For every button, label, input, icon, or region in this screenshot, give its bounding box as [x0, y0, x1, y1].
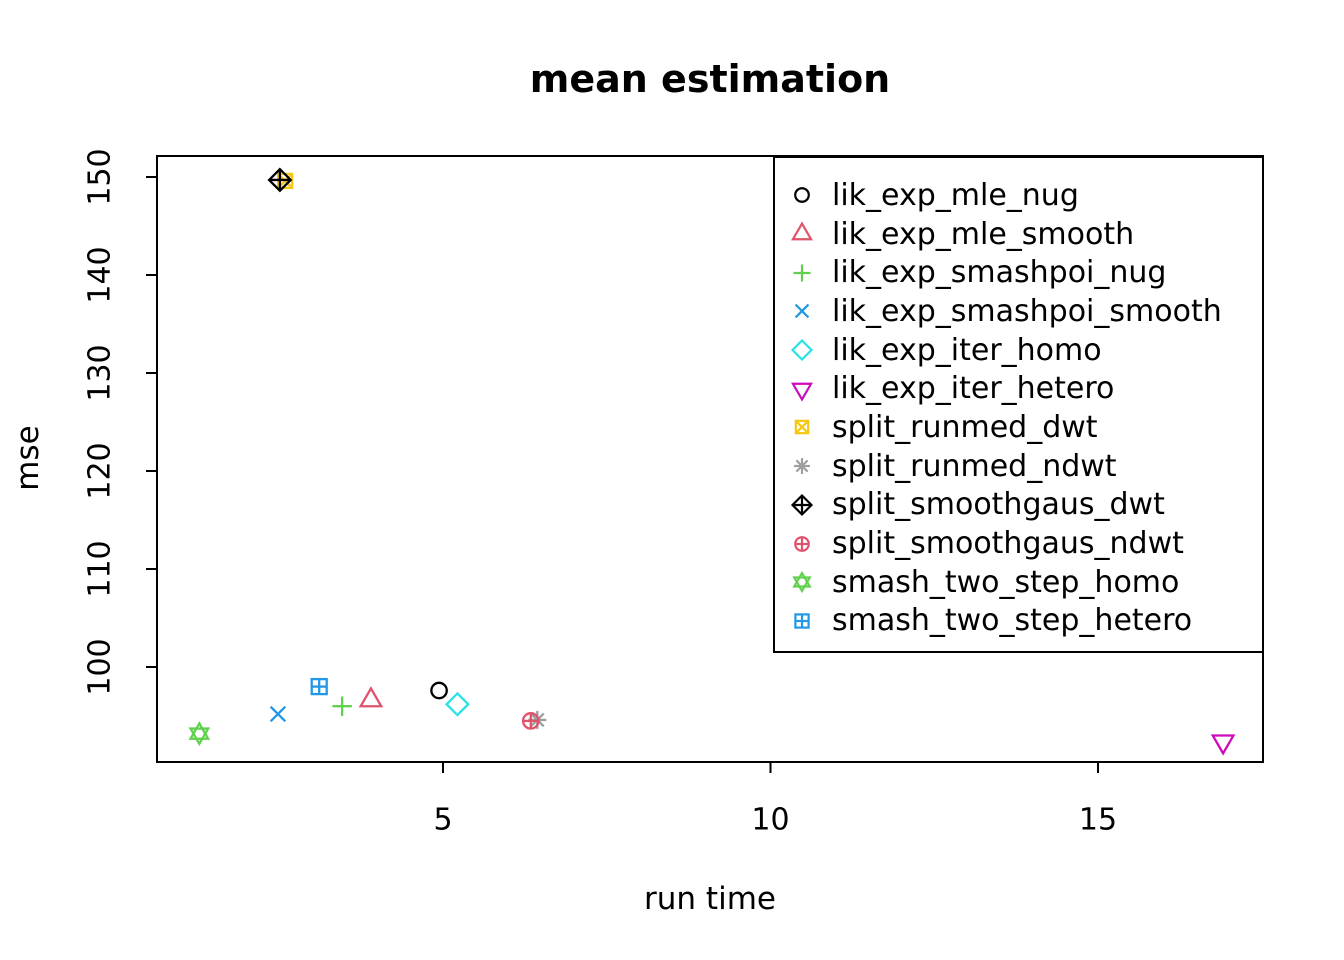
legend-item-split_runmed_dwt: split_runmed_dwt	[775, 408, 1262, 447]
legend-label: smash_two_step_homo	[832, 564, 1180, 600]
legend-glyph-triangle-down	[791, 382, 813, 402]
legend-symbol-circle-plus-icon	[794, 535, 810, 552]
data-point-smash_two_step_hetero	[310, 677, 328, 696]
legend-symbol-triangle-up-icon	[791, 221, 813, 241]
legend-glyph-hexagram	[792, 571, 812, 594]
legend-glyph-plus	[793, 264, 811, 282]
legend-glyph-diamond-plus	[790, 493, 814, 516]
data-point-lik_exp_mle_nug	[430, 681, 448, 700]
y-tick-label-110: 110	[82, 540, 118, 598]
y-tick-label-130: 130	[82, 344, 118, 402]
x-axis-label: run time	[644, 881, 776, 917]
data-point-lik_exp_iter_hetero	[1210, 734, 1236, 756]
legend-symbol-triangle-down-icon	[791, 382, 813, 402]
legend-glyph-square-x	[794, 420, 810, 435]
legend-glyph-asterisk	[794, 458, 810, 475]
legend-item-smash_two_step_hetero: smash_two_step_hetero	[775, 602, 1262, 641]
data-point-lik_exp_mle_smooth	[358, 686, 384, 708]
legend-symbol-hexagram-icon	[792, 571, 812, 594]
x-tick-label-10: 10	[751, 802, 790, 838]
legend-glyph-triangle-up	[791, 221, 813, 241]
y-axis-label: mse	[10, 425, 46, 491]
legend-item-lik_exp_smashpoi_nug: lik_exp_smashpoi_nug	[775, 253, 1262, 292]
legend-glyph-x-cross	[794, 304, 810, 319]
legend-symbol-square-plus-icon	[794, 613, 810, 629]
data-point-split_smoothgaus_dwt	[267, 167, 293, 193]
legend-symbol-circle-icon	[794, 187, 810, 204]
legend-label: split_runmed_ndwt	[832, 448, 1117, 484]
legend-item-smash_two_step_homo: smash_two_step_homo	[775, 563, 1262, 602]
legend-label: split_runmed_dwt	[832, 409, 1098, 445]
legend-item-lik_exp_iter_hetero: lik_exp_iter_hetero	[775, 369, 1262, 408]
legend-label: lik_exp_smashpoi_nug	[832, 255, 1167, 291]
data-point-split_smoothgaus_ndwt	[521, 712, 540, 730]
legend-item-split_smoothgaus_dwt: split_smoothgaus_dwt	[775, 486, 1262, 525]
data-point-lik_exp_iter_homo	[444, 691, 470, 717]
x-tick-label-5: 5	[433, 802, 453, 838]
legend-item-lik_exp_iter_homo: lik_exp_iter_homo	[775, 331, 1262, 370]
legend-label: lik_exp_iter_hetero	[832, 371, 1115, 407]
x-tick-label-15: 15	[1078, 802, 1118, 838]
legend-label: smash_two_step_hetero	[832, 603, 1193, 639]
legend-symbol-diamond-plus-icon	[790, 493, 814, 516]
legend-glyph-circle	[794, 187, 810, 204]
legend-item-split_runmed_ndwt: split_runmed_ndwt	[775, 447, 1262, 486]
legend-glyph-circle-plus	[794, 535, 810, 552]
data-point-smash_two_step_homo	[188, 721, 211, 747]
legend-item-lik_exp_mle_smooth: lik_exp_mle_smooth	[775, 215, 1262, 254]
chart-title: mean estimation	[529, 57, 891, 101]
legend-label: lik_exp_smashpoi_smooth	[832, 293, 1222, 329]
legend-item-lik_exp_mle_nug: lik_exp_mle_nug	[775, 176, 1262, 215]
legend-symbol-diamond-icon	[790, 339, 814, 362]
legend-item-split_smoothgaus_ndwt: split_smoothgaus_ndwt	[775, 524, 1262, 563]
legend-label: lik_exp_mle_nug	[832, 177, 1079, 213]
legend-label: split_smoothgaus_dwt	[832, 487, 1165, 523]
y-tick-label-140: 140	[82, 246, 118, 304]
legend-glyph-diamond	[790, 339, 814, 362]
legend-symbol-x-cross-icon	[794, 304, 810, 319]
legend-symbol-asterisk-icon	[794, 458, 810, 475]
y-tick-label-100: 100	[82, 638, 118, 696]
legend-label: split_smoothgaus_ndwt	[832, 526, 1184, 562]
data-point-lik_exp_smashpoi_smooth	[269, 705, 287, 723]
legend-symbol-square-x-icon	[794, 420, 810, 435]
y-tick-label-120: 120	[82, 442, 118, 500]
legend-label: lik_exp_mle_smooth	[832, 216, 1135, 252]
legend-symbol-plus-icon	[793, 264, 811, 282]
legend-glyph-square-plus	[794, 613, 810, 629]
data-point-lik_exp_smashpoi_nug	[332, 696, 352, 716]
legend-label: lik_exp_iter_homo	[832, 332, 1102, 368]
legend-item-lik_exp_smashpoi_smooth: lik_exp_smashpoi_smooth	[775, 292, 1262, 331]
y-tick-label-150: 150	[82, 148, 118, 206]
legend: lik_exp_mle_nug lik_exp_mle_smooth lik_exp…	[773, 156, 1264, 653]
